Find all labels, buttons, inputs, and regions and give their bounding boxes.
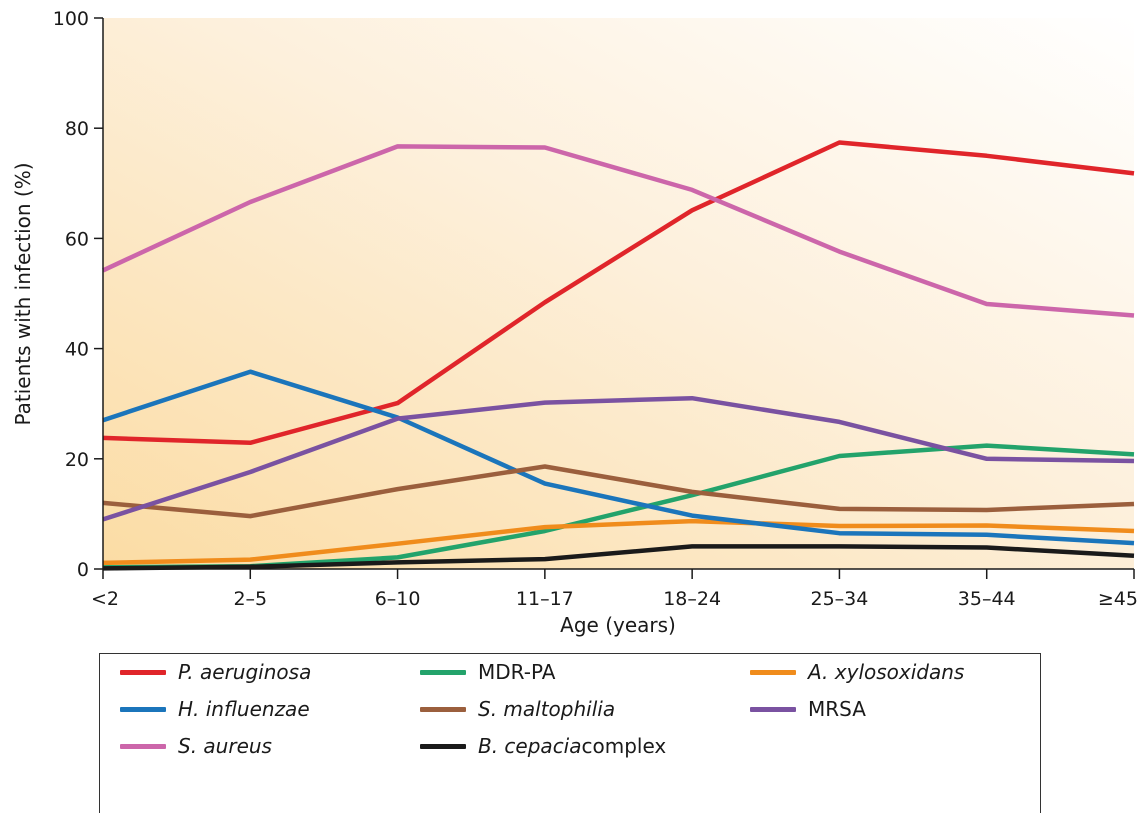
x-tick-label: <2 [91,588,119,610]
legend-label: A. xylosoxidans [808,660,965,684]
series-line-mrsa [102,395,1135,522]
legend-item: MRSA [750,691,866,727]
legend-item: B. cepacia complex [420,728,666,764]
legend-label: H. influenzae [178,697,310,721]
x-tick-label: 2–5 [233,588,267,610]
legend-label: B. cepacia [478,734,582,758]
series-layer [102,140,1135,571]
legend-label: S. aureus [178,734,272,758]
axes-layer: 0 20 40 60 80 100 <2 2–5 6–10 11–17 18–24 25–34 35–4… [53,8,1138,610]
x-axis-label: Age (years) [560,613,676,637]
legend-swatch [420,743,466,749]
series-line-b-cepacia [102,544,1135,571]
legend-label: MDR-PA [478,660,556,684]
legend-label: S. maltophilia [478,697,616,721]
series-line-a-xylosoxidans [102,518,1135,566]
x-tick-label: ≥45 [1098,588,1138,610]
y-tick-label: 0 [77,559,89,581]
legend-item: S. maltophilia [420,691,615,727]
legend-swatch [120,743,166,749]
series-line-h-influenzae [102,369,1135,546]
x-tick-label: 25–34 [810,588,868,610]
y-tick-label: 40 [65,339,89,361]
legend-item: H. influenzae [120,691,310,727]
series-line-s-aureus [102,144,1135,318]
x-tick-label: 35–44 [958,588,1016,610]
legend-label: MRSA [808,697,866,721]
legend-item: P. aeruginosa [120,654,311,690]
x-tick-label: 18–24 [663,588,721,610]
y-tick-label: 20 [65,449,89,471]
legend-swatch [420,706,466,712]
legend-swatch [750,706,796,712]
legend-label: P. aeruginosa [178,660,312,684]
legend-swatch [120,669,166,675]
x-tick-label: 11–17 [516,588,574,610]
legend-item: S. aureus [120,728,272,764]
y-tick-label: 100 [53,8,89,30]
x-tick-label: 6–10 [375,588,421,610]
legend-item: MDR-PA [420,654,555,690]
series-line-p-aeruginosa [102,140,1135,446]
plot-background [103,18,1134,569]
legend-swatch [120,706,166,712]
y-tick-label: 60 [65,228,89,250]
line-chart: 0 20 40 60 80 100 <2 2–5 6–10 11–17 18–24 25–34 35–4… [11,8,1138,637]
series-line-s-maltophilia [102,464,1135,519]
y-tick-label: 80 [65,118,89,140]
legend-swatch [750,669,796,675]
legend-item: A. xylosoxidans [750,654,964,690]
y-axis-label: Patients with infection (%) [11,162,35,425]
legend: P. aeruginosa MDR-PA A. xylosoxidans H. inf… [99,653,1041,813]
legend-label-suffix: complex [581,734,667,758]
legend-swatch [420,669,466,675]
